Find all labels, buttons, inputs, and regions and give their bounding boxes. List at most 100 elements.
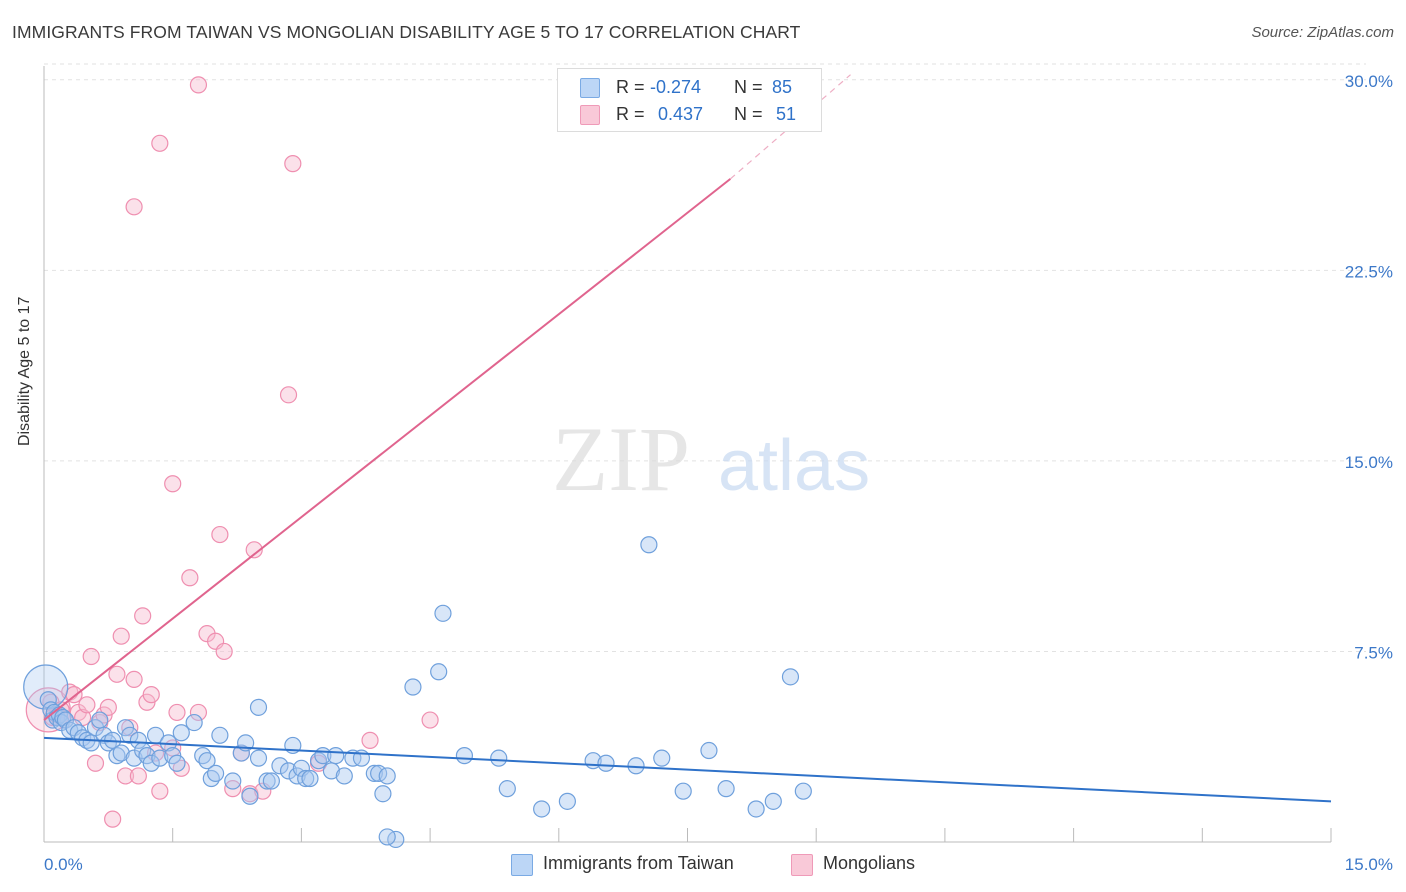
taiwan-point [653,749,671,767]
taiwan-point [241,787,259,805]
mongolians-point [279,386,298,404]
taiwan-point [279,762,298,780]
mongolians-point [189,76,208,94]
legend-n-label: N = [734,77,763,97]
legend-r-value: 0.437 [658,104,704,124]
taiwan-point [249,698,268,716]
mongolians-point [151,134,169,152]
mongolians-points [25,76,439,828]
taiwan-point [378,767,396,785]
watermark-zip: ZIP [552,408,690,510]
taiwan-point [430,663,448,681]
taiwan-point [185,713,203,732]
taiwan-point [404,678,422,696]
legend-r-value: -0.274 [650,77,702,97]
taiwan-point [168,754,186,772]
taiwan-point [597,754,615,772]
taiwan-point [232,744,250,762]
mongolians-point [112,627,130,645]
mongolians-trend-line [43,178,732,721]
mongolians-point [215,642,233,661]
legend-swatch-pink [580,105,600,125]
taiwan-point [374,785,392,803]
mongolians-point [125,198,143,216]
bottom-legend-swatch-pink [791,854,813,876]
correlation-legend: R = -0.274 N = 85 R = 0.437 N = 51 [557,68,822,132]
taiwan-point [434,604,452,622]
taiwan-point [207,764,225,783]
taiwan-point [129,731,147,749]
mongolians-point [104,810,122,828]
taiwan-point [258,772,276,790]
y-tick-label: 15.0% [1345,453,1393,472]
taiwan-point [674,782,692,800]
taiwan-point [558,792,576,810]
taiwan-point [112,744,130,762]
mongolians-point [421,711,439,729]
mongolians-point [134,607,152,625]
taiwan-point [365,764,383,783]
taiwan-point [249,749,268,767]
source-label: Source: ZipAtlas.com [1251,24,1394,41]
y-tick-label: 22.5% [1345,262,1393,281]
mongolians-point [211,525,229,544]
taiwan-point [498,780,516,798]
taiwan-point [781,668,800,686]
mongolians-point [99,698,117,716]
taiwan-point [262,772,280,790]
taiwan-point [121,726,139,744]
taiwan-point [378,828,396,846]
taiwan-point [640,536,658,554]
taiwan-point [271,757,289,775]
mongolians-point [86,754,105,772]
mongolians-point [168,703,186,722]
mongolians-point [142,686,160,704]
taiwan-point [151,749,169,767]
taiwan-point [794,782,812,800]
mongolians-point [129,767,147,785]
legend-r-label: R = [616,104,645,124]
y-tick-label: 7.5% [1354,643,1393,662]
taiwan-point [717,780,735,798]
y-tick-label: 30.0% [1345,72,1393,91]
bottom-legend-swatch-blue [511,854,533,876]
mongolians-point [151,782,169,800]
taiwan-point [764,792,782,810]
mongolians-point [108,665,126,683]
tick-labels: 7.5% 15.0% 22.5% 30.0% 0.0% 15.0% [44,72,1393,874]
legend-n-value: 51 [776,104,797,124]
taiwan-point [335,767,353,785]
bottom-legend-label-taiwan: Immigrants from Taiwan [543,853,734,873]
mongolians-point [284,155,302,173]
taiwan-point [533,800,551,818]
mongolians-point [361,731,379,749]
taiwan-point [198,752,216,770]
mongolians-point [116,767,135,785]
watermark-atlas: atlas [718,426,870,506]
taiwan-points [23,536,812,849]
taiwan-point [327,747,345,765]
taiwan-point [490,749,508,767]
x-tick-label: 0.0% [44,855,83,874]
mongolians-point [181,569,199,587]
chart-title: IMMIGRANTS FROM TAIWAN VS MONGOLIAN DISA… [12,22,801,42]
axes [43,66,1332,843]
mongolians-point [245,541,263,559]
taiwan-point [301,769,319,788]
legend-n-label: N = [734,104,763,124]
bottom-legend-label-mongolians: Mongolians [823,853,916,873]
taiwan-point [224,772,242,790]
taiwan-point [700,741,718,760]
taiwan-point [455,747,474,765]
y-axis-label: Disability Age 5 to 17 [16,296,33,446]
taiwan-point [142,754,160,772]
mongolians-point [82,647,100,666]
mongolians-point [164,475,182,493]
taiwan-trend-line [43,736,1332,803]
mongolians-point [78,696,96,714]
mongolians-point [125,670,143,688]
taiwan-point [747,800,765,818]
legend-swatch-blue [580,78,600,98]
taiwan-point [172,724,190,742]
